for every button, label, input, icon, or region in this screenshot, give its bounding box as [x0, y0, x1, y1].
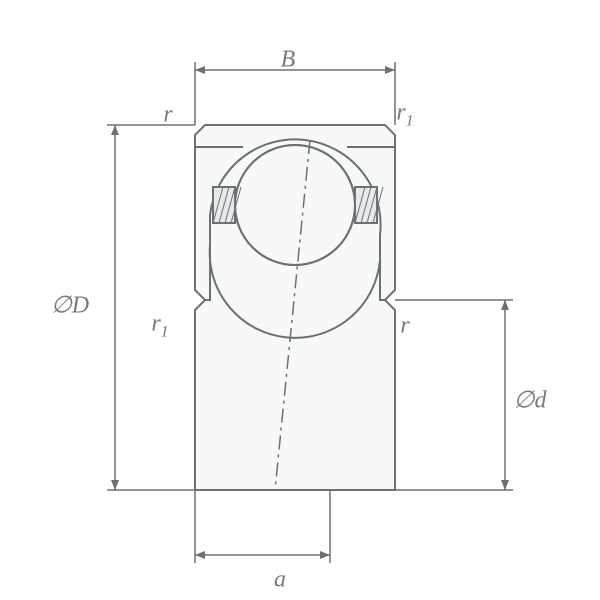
label-r-tl: r	[163, 102, 172, 129]
label-r1-tr: r1	[396, 100, 413, 131]
bearing-cross-section	[0, 0, 600, 600]
label-B: B	[281, 47, 296, 74]
label-D: ∅D	[51, 291, 89, 320]
label-d: ∅d	[514, 386, 547, 415]
label-r1-bl: r1	[151, 311, 168, 342]
label-a: a	[274, 567, 286, 594]
label-r-br: r	[400, 313, 409, 340]
